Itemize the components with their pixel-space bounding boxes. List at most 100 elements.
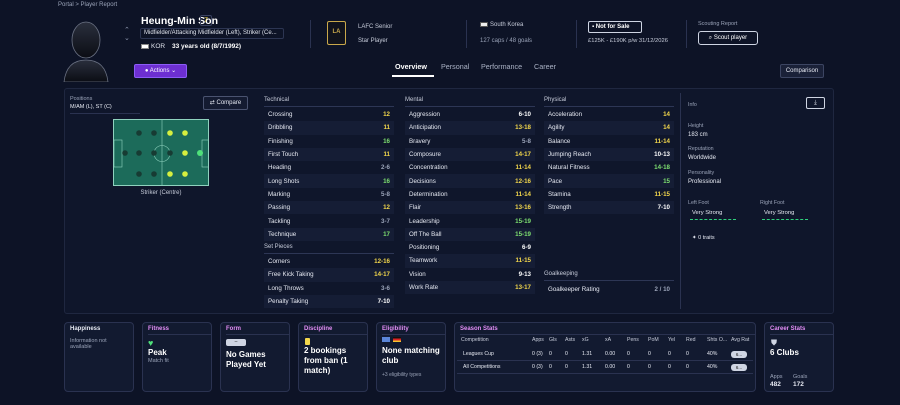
- attribute-row[interactable]: Long Throws 3-6: [264, 282, 394, 295]
- attribute-row[interactable]: Strength 7-10: [544, 201, 674, 215]
- attribute-row[interactable]: Acceleration 14: [544, 108, 674, 121]
- eligibility-card[interactable]: Eligibility None matching club +3 eligib…: [376, 322, 446, 392]
- career-stats-card[interactable]: Career Stats ⛊ 6 Clubs Apps 482 Goals 17…: [764, 322, 834, 392]
- attribute-row[interactable]: Teamwork 11-15: [405, 254, 535, 268]
- attribute-row[interactable]: Agility 14: [544, 121, 674, 135]
- attribute-row[interactable]: Free Kick Taking 14-17: [264, 268, 394, 282]
- tab-career[interactable]: Career: [534, 62, 556, 71]
- attribute-row[interactable]: Stamina 11-15: [544, 188, 674, 201]
- tab-personal[interactable]: Personal: [441, 62, 470, 71]
- attribute-label: Aggression: [409, 111, 440, 119]
- divider: [310, 20, 311, 48]
- attribute-value: 14-18: [654, 164, 670, 172]
- attribute-row[interactable]: Aggression 6-10: [405, 108, 535, 121]
- attribute-row[interactable]: Jumping Reach 10-13: [544, 147, 674, 162]
- attribute-row[interactable]: Goalkeeper Rating 2 / 10: [544, 282, 674, 295]
- club-name[interactable]: LAFC Senior: [358, 24, 393, 30]
- attribute-row[interactable]: Off The Ball 15-19: [405, 227, 535, 241]
- attribute-label: Teamwork: [409, 257, 438, 265]
- transfer-status-badge[interactable]: ▪ Not for Sale: [588, 21, 642, 33]
- attribute-row[interactable]: Penalty Taking 7-10: [264, 294, 394, 309]
- attribute-row[interactable]: Natural Fitness 14-18: [544, 161, 674, 174]
- attribute-row[interactable]: First Touch 11: [264, 147, 394, 162]
- attribute-row[interactable]: Passing 12: [264, 201, 394, 215]
- attribute-row[interactable]: Heading 2-6: [264, 161, 394, 174]
- attribute-value: 3-7: [381, 217, 390, 225]
- attribute-row[interactable]: Leadership 15-19: [405, 214, 535, 227]
- attribute-row[interactable]: Pace 15: [544, 174, 674, 188]
- season-header: Shts O...: [707, 337, 728, 343]
- attribute-row[interactable]: Dribbling 11: [264, 121, 394, 135]
- happiness-card[interactable]: Happiness Information not available: [64, 322, 134, 392]
- attribute-value: 12-16: [374, 258, 390, 266]
- left-foot-label: Left Foot: [688, 200, 709, 206]
- traits-link[interactable]: ✦ 0 traits: [692, 235, 715, 241]
- season-row[interactable]: [457, 349, 753, 361]
- form-card[interactable]: Form – No Games Played Yet: [220, 322, 290, 392]
- heart-icon: ♥: [148, 338, 154, 348]
- national-team[interactable]: South Korea: [480, 22, 523, 28]
- actions-button[interactable]: ● Actions ⌄: [134, 64, 187, 78]
- download-icon[interactable]: ⤓: [806, 97, 825, 109]
- nationality-code: KOR: [151, 43, 166, 50]
- south-korea-flag-icon: [480, 22, 488, 27]
- club-logo[interactable]: LA: [327, 21, 346, 45]
- attribute-value: 3-6: [381, 284, 390, 292]
- attribute-value: 10-13: [654, 151, 670, 159]
- comparison-button[interactable]: Comparison: [780, 64, 824, 78]
- form-title: Form: [226, 326, 289, 335]
- player-silhouette-icon: [63, 21, 109, 82]
- player-positions[interactable]: Midfielder/Attacking Midfielder (Left), …: [140, 28, 284, 39]
- attribute-row[interactable]: Concentration 11-14: [405, 161, 535, 174]
- attribute-row[interactable]: Bravery 5-8: [405, 135, 535, 148]
- attribute-label: Composure: [409, 151, 441, 159]
- attribute-row[interactable]: Decisions 12-16: [405, 174, 535, 188]
- discipline-card[interactable]: Discipline 2 bookings from ban (1 match): [298, 322, 368, 392]
- attribute-row[interactable]: Marking 5-8: [264, 188, 394, 201]
- reputation-value: Worldwide: [688, 155, 716, 161]
- breadcrumb[interactable]: Portal > Player Report: [58, 2, 118, 8]
- attribute-label: Vision: [409, 270, 426, 278]
- divider: [466, 20, 467, 48]
- season-value: 1.31: [582, 351, 593, 357]
- chevron-up-icon[interactable]: ⌃: [124, 27, 130, 34]
- fitness-card[interactable]: Fitness ♥ Peak Match fit: [142, 322, 212, 392]
- attribute-row[interactable]: Determination 11-14: [405, 188, 535, 201]
- scout-player-label: Scout player: [713, 35, 748, 41]
- season-value: 0: [627, 364, 630, 370]
- attribute-value: 11-14: [515, 164, 531, 172]
- pitch-diagram: [114, 120, 208, 185]
- discipline-title: Discipline: [304, 326, 367, 335]
- attribute-row[interactable]: Corners 12-16: [264, 255, 394, 268]
- attribute-row[interactable]: Finishing 16: [264, 135, 394, 148]
- attribute-row[interactable]: Work Rate 13-17: [405, 280, 535, 295]
- scout-player-button[interactable]: ⌕ Scout player: [698, 31, 758, 45]
- season-row[interactable]: [457, 362, 753, 374]
- season-value: 1.31: [582, 364, 593, 370]
- attribute-row[interactable]: Anticipation 13-18: [405, 121, 535, 135]
- position-pitch[interactable]: [113, 119, 209, 186]
- attribute-row[interactable]: Tackling 3-7: [264, 214, 394, 227]
- season-value: 0: [668, 351, 671, 357]
- chevron-down-icon[interactable]: ⌄: [124, 35, 130, 42]
- attribute-value: 13-16: [515, 204, 531, 212]
- tab-performance[interactable]: Performance: [481, 62, 523, 71]
- season-header: Competition: [461, 337, 489, 343]
- attribute-row[interactable]: Flair 13-16: [405, 201, 535, 215]
- attribute-label: Stamina: [548, 190, 571, 198]
- attribute-row[interactable]: Positioning 6-9: [405, 241, 535, 254]
- eligibility-sub[interactable]: +3 eligibility types: [382, 372, 422, 378]
- attribute-row[interactable]: Technique 17: [264, 227, 394, 241]
- traits-text: 0 traits: [698, 235, 715, 241]
- fitness-sub: Match fit: [148, 358, 169, 364]
- season-stats-card[interactable]: Season Stats Competition Apps Gls Asts xG xA P…: [454, 322, 756, 392]
- compare-button[interactable]: ⇄ Compare: [203, 96, 248, 110]
- attribute-row[interactable]: Balance 11-14: [544, 135, 674, 148]
- attribute-label: Marking: [268, 190, 291, 198]
- attribute-row[interactable]: Crossing 12: [264, 108, 394, 121]
- player-switch-arrows[interactable]: ⌃ ⌄: [124, 27, 130, 43]
- tab-overview[interactable]: Overview: [395, 62, 427, 71]
- attribute-row[interactable]: Long Shots 16: [264, 174, 394, 188]
- attribute-row[interactable]: Composure 14-17: [405, 147, 535, 162]
- attribute-row[interactable]: Vision 9-13: [405, 268, 535, 281]
